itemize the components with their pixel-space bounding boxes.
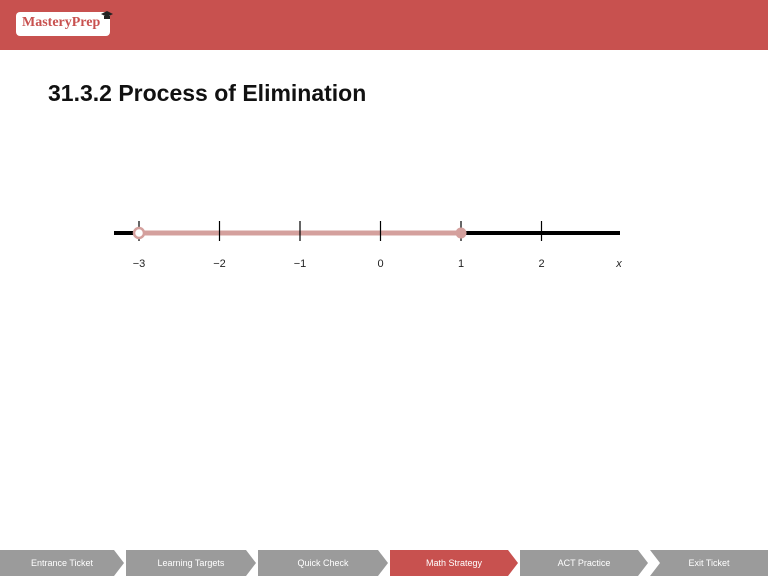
tick-label: 1 xyxy=(458,258,464,270)
number-line: −3 −2 −1 0 1 2 x xyxy=(114,221,622,270)
tick-label: −1 xyxy=(294,258,307,270)
tab-label: Learning Targets xyxy=(157,558,225,568)
page-title: 31.3.2 Process of Elimination xyxy=(48,80,367,106)
tab-label: Quick Check xyxy=(297,558,349,568)
tick-label: −3 xyxy=(133,258,146,270)
tick-label: 0 xyxy=(377,258,383,270)
variable-label: x xyxy=(615,258,622,270)
tab-exit-ticket[interactable]: Exit Ticket xyxy=(650,550,768,576)
tab-label: Exit Ticket xyxy=(688,558,730,568)
tab-quick-check[interactable]: Quick Check xyxy=(258,550,388,576)
header-bar: MasteryPrep xyxy=(0,0,768,50)
tick-label: −2 xyxy=(213,258,226,270)
tab-math-strategy[interactable]: Math Strategy xyxy=(390,550,518,576)
tab-act-practice[interactable]: ACT Practice xyxy=(520,550,648,576)
logo-text: MasteryPrep xyxy=(22,15,101,30)
faint-answer-list xyxy=(78,310,218,420)
tab-label: ACT Practice xyxy=(557,558,611,568)
open-endpoint xyxy=(132,226,146,240)
tick-label: 2 xyxy=(538,258,544,270)
tab-entrance-ticket[interactable]: Entrance Ticket xyxy=(0,550,124,576)
tab-label: Entrance Ticket xyxy=(30,558,94,568)
tab-label: Math Strategy xyxy=(425,558,483,568)
graduation-cap-icon xyxy=(101,11,113,19)
tab-learning-targets[interactable]: Learning Targets xyxy=(126,550,256,576)
closed-endpoint xyxy=(455,227,467,239)
bottom-nav: Entrance Ticket Learning Targets Quick C… xyxy=(0,550,768,576)
masteryprep-logo[interactable]: MasteryPrep xyxy=(16,11,113,36)
